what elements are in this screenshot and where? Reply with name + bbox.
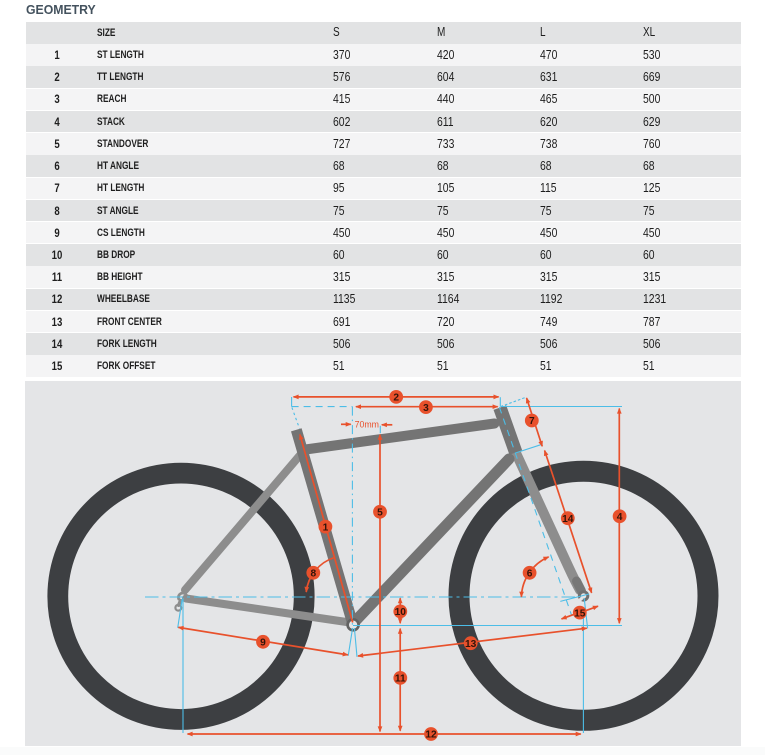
svg-text:10: 10 <box>395 607 407 618</box>
svg-text:7: 7 <box>529 416 535 427</box>
svg-text:4: 4 <box>617 512 623 523</box>
svg-text:5: 5 <box>377 508 383 519</box>
svg-text:1: 1 <box>323 522 329 533</box>
svg-text:14: 14 <box>562 514 574 525</box>
svg-text:9: 9 <box>260 638 266 649</box>
svg-text:8: 8 <box>310 569 316 580</box>
svg-text:3: 3 <box>423 403 429 414</box>
svg-text:12: 12 <box>425 730 437 741</box>
svg-text:13: 13 <box>465 639 477 650</box>
svg-text:6: 6 <box>527 569 533 580</box>
svg-text:15: 15 <box>574 608 586 619</box>
svg-text:2: 2 <box>393 393 399 404</box>
svg-text:11: 11 <box>395 674 406 685</box>
svg-text:70mm: 70mm <box>355 419 379 429</box>
